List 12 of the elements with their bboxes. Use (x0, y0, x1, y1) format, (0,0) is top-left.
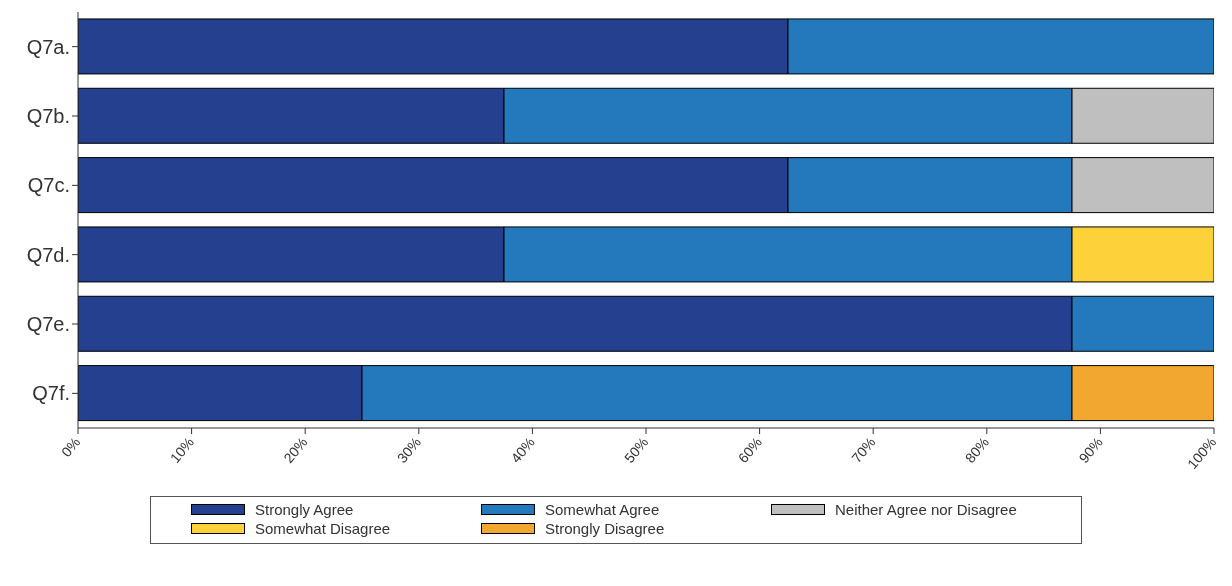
y-tick-label: Q7e. (26, 313, 70, 336)
y-tick-label: Q7b. (26, 105, 70, 128)
legend-label: Somewhat Agree (545, 501, 660, 518)
x-tick-label: 0% (58, 434, 84, 460)
y-tick-label: Q7c. (27, 174, 70, 197)
legend-label: Strongly Agree (255, 501, 354, 518)
y-tick-label: Q7d. (26, 243, 70, 266)
legend-label: Strongly Disagree (545, 520, 665, 537)
legend-label: Somewhat Disagree (255, 520, 391, 537)
y-tick-label: Q7a. (26, 35, 70, 58)
legend-label: Neither Agree nor Disagree (835, 501, 1017, 518)
y-tick-label: Q7f. (32, 382, 70, 405)
